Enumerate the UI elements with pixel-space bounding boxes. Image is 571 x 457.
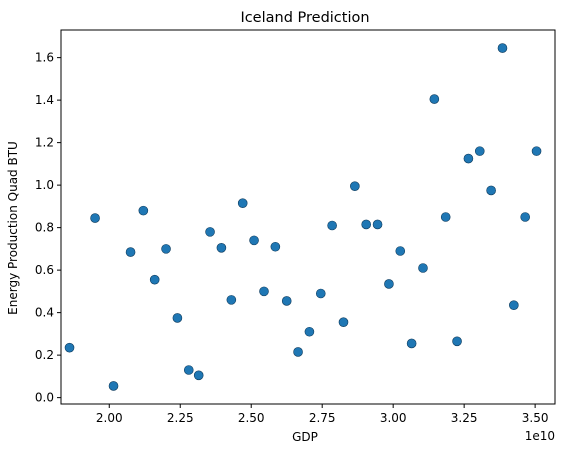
y-tick-label: 0.4 [35,306,54,320]
data-point [259,286,269,297]
data-point [395,246,406,256]
data-point [304,326,315,337]
x-axis-ticks: 2.00 2.25 2.50 2.75 3.00 3.25 3.50 [96,404,549,425]
data-point [90,213,100,223]
x-tick-label: 2.25 [167,411,194,425]
data-point [125,247,136,257]
x-tick-label: 2.50 [238,411,265,425]
data-point [205,227,215,237]
data-point [315,288,326,299]
data-point [327,220,337,231]
data-point [350,181,360,191]
x-axis-label: GDP [292,430,318,444]
x-tick-label: 2.00 [96,411,123,425]
data-point [281,296,292,306]
data-point [293,347,303,357]
y-tick-label: 1.4 [35,93,54,107]
data-point [497,43,508,53]
y-axis-label: Energy Production Quad BTU [6,141,20,315]
data-point [193,370,204,381]
data-point [161,244,171,254]
y-tick-label: 0.2 [35,348,54,362]
data-point [440,212,451,222]
data-point [226,295,237,305]
data-point [237,198,248,208]
plot-frame [60,29,556,405]
data-point [108,381,119,391]
data-point [338,317,349,327]
data-point [361,219,372,230]
x-tick-label: 3.50 [522,411,549,425]
data-point [406,338,417,349]
y-tick-label: 1.0 [35,178,54,192]
data-point [149,274,160,285]
y-tick-label: 1.2 [35,136,54,150]
y-tick-label: 0.0 [35,391,54,405]
data-point [520,212,530,222]
data-point [418,263,428,273]
x-tick-label: 2.75 [309,411,336,425]
data-point [216,243,227,253]
x-axis-offset-label: 1e10 [525,429,555,443]
y-tick-label: 1.6 [35,51,54,65]
data-point [463,153,474,164]
data-point [64,342,75,353]
y-tick-label: 0.6 [35,263,54,277]
data-point [531,146,542,156]
data-point [452,336,462,347]
data-points [64,43,542,391]
data-point [429,94,440,104]
data-point [509,300,519,310]
data-point [270,241,281,252]
x-tick-label: 3.00 [380,411,407,425]
data-point [486,185,496,196]
data-point [183,365,194,375]
data-point [384,279,394,289]
x-tick-label: 3.25 [451,411,478,425]
data-point [474,146,485,156]
chart-title: Iceland Prediction [240,10,369,26]
data-point [249,235,259,246]
y-tick-label: 0.8 [35,221,54,235]
data-point [172,313,183,323]
y-axis-ticks: 0.0 0.2 0.4 0.6 0.8 1.0 1.2 1.4 1.6 [35,51,61,405]
data-point [138,205,149,216]
data-point [372,219,383,230]
